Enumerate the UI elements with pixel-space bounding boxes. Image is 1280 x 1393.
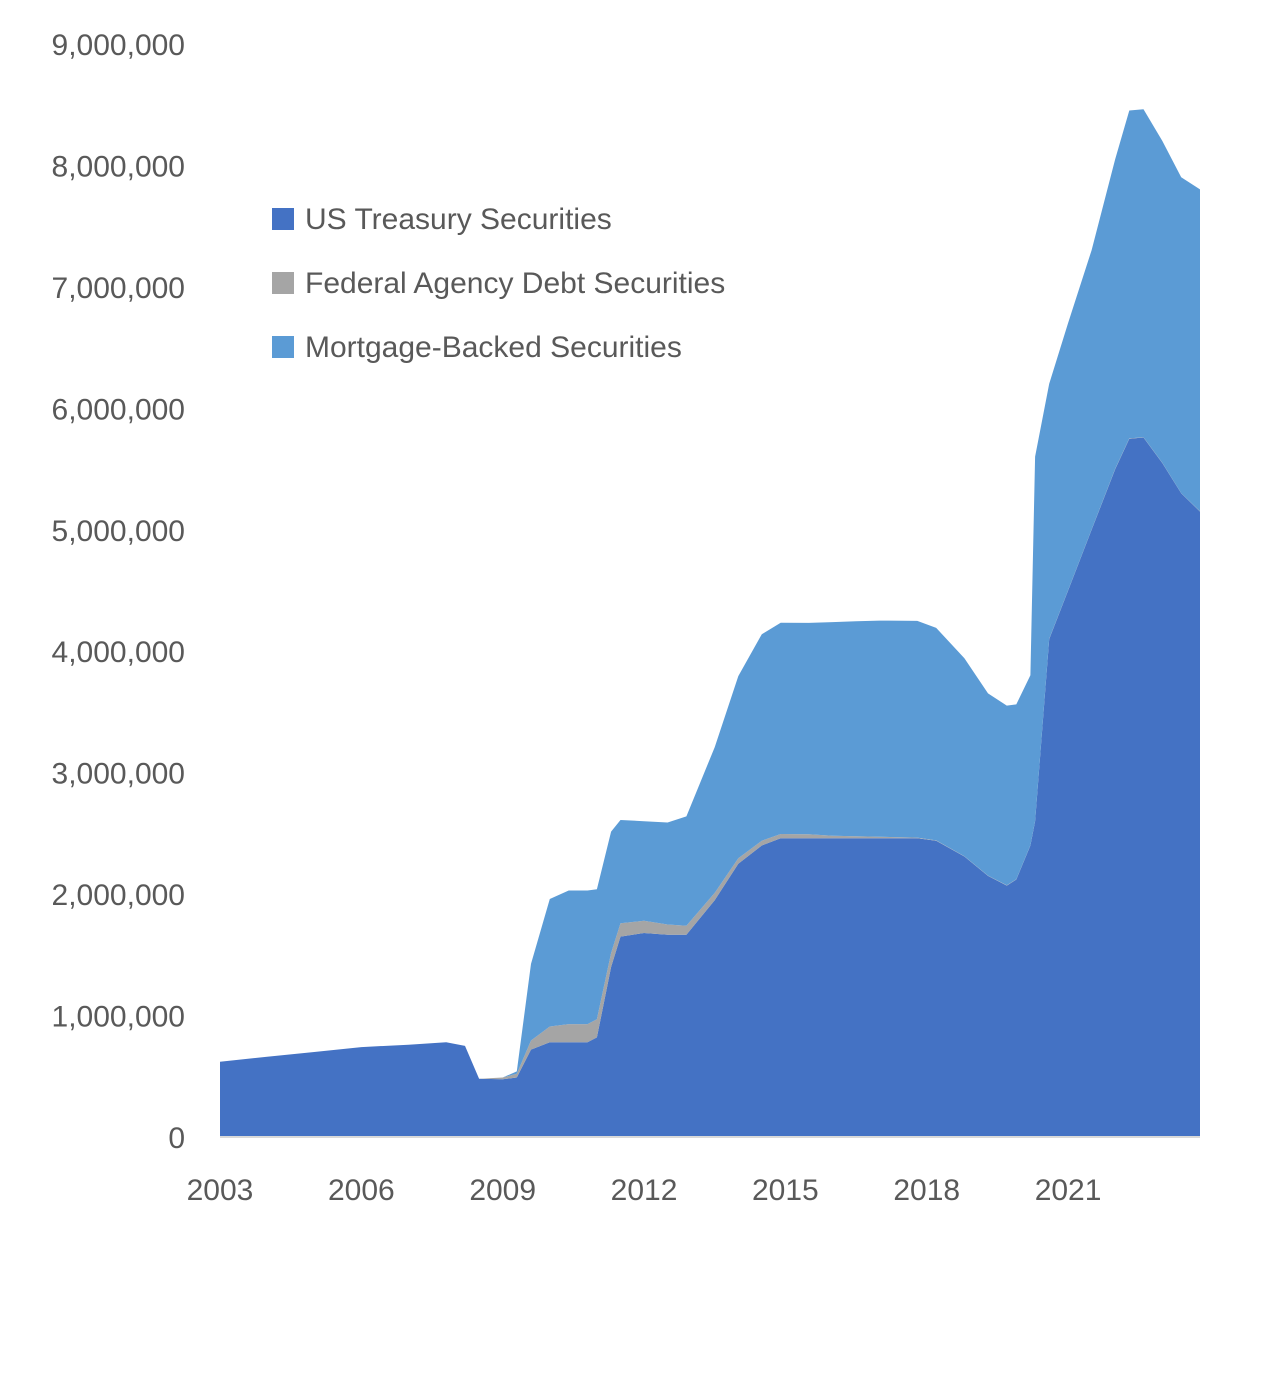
y-tick-label: 2,000,000 <box>52 879 185 912</box>
x-tick-label: 2003 <box>187 1174 254 1207</box>
x-tick-label: 2009 <box>469 1174 536 1207</box>
area-series-mortgage-backed-securities <box>220 109 1200 1079</box>
y-axis: 0 1,000,000 2,000,000 3,000,000 4,000,000 5,0… <box>52 29 185 1155</box>
x-tick-label: 2018 <box>893 1174 960 1207</box>
x-tick-label: 2015 <box>752 1174 819 1207</box>
legend-swatch <box>272 272 294 294</box>
stacked-areas <box>220 109 1200 1137</box>
legend-swatch <box>272 208 294 230</box>
x-tick-label: 2006 <box>328 1174 395 1207</box>
y-tick-label: 1,000,000 <box>52 1001 185 1034</box>
y-tick-label: 8,000,000 <box>52 150 185 183</box>
legend: US Treasury Securities Federal Agency Deb… <box>272 203 725 364</box>
legend-label: US Treasury Securities <box>305 203 612 236</box>
legend-label: Federal Agency Debt Securities <box>305 267 725 300</box>
y-tick-label: 7,000,000 <box>52 272 185 305</box>
x-tick-label: 2021 <box>1035 1174 1102 1207</box>
area-series-us-treasury-securities <box>220 437 1200 1137</box>
x-axis: 2003 2006 2009 2012 2015 2018 2021 <box>187 1174 1102 1207</box>
y-tick-label: 5,000,000 <box>52 515 185 548</box>
y-tick-label: 0 <box>168 1122 185 1155</box>
legend-label: Mortgage-Backed Securities <box>305 331 682 364</box>
y-tick-label: 6,000,000 <box>52 393 185 426</box>
y-tick-label: 9,000,000 <box>52 29 185 62</box>
y-tick-label: 3,000,000 <box>52 758 185 791</box>
legend-swatch <box>272 336 294 358</box>
y-tick-label: 4,000,000 <box>52 636 185 669</box>
x-tick-label: 2012 <box>611 1174 678 1207</box>
